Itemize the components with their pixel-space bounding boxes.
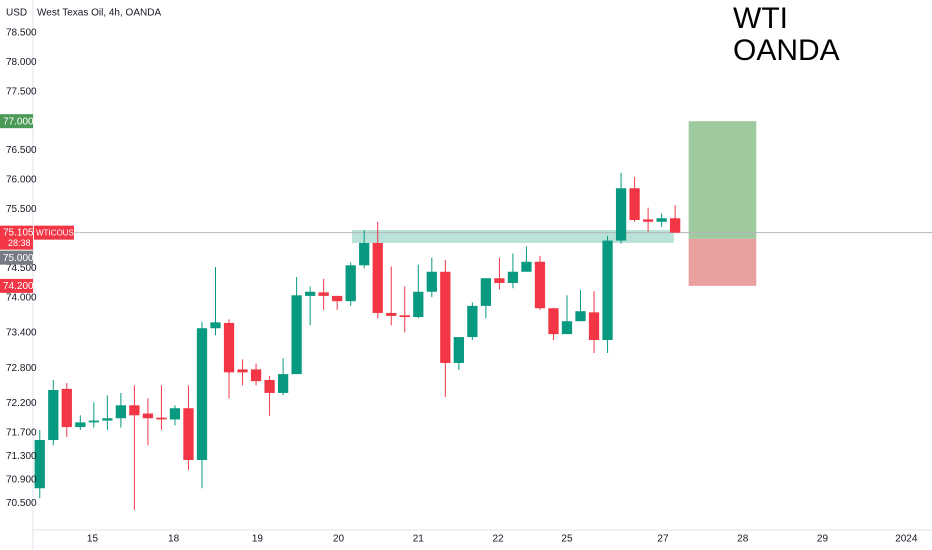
candle-body [642,219,654,222]
x-tick-label: 27 [657,534,669,545]
price-label-box [0,250,33,265]
candle-body [413,291,424,318]
candle-body [345,265,356,302]
price-label-box [0,278,33,293]
price-label-box [0,225,33,250]
chart-title: West Texas Oil, 4h, OANDA [37,8,161,19]
profit-zone [688,121,757,239]
symbol-label: WTICOUSD [36,228,80,237]
candle-body [223,322,235,373]
x-tick-label: 21 [413,534,425,545]
x-tick-label: 22 [492,534,504,545]
candle-body [88,420,99,423]
candle-body [575,311,586,322]
candle-body [629,188,640,220]
x-tick-label: 20 [333,534,345,545]
candle-body [318,292,329,296]
y-tick-label: 76.000 [6,175,37,186]
current-price-label: 75.105 [3,227,34,238]
x-tick-label: 19 [252,534,264,545]
candle-body [534,261,546,309]
y-tick-label: 70.500 [6,498,37,509]
y-tick-label: 77.500 [6,86,37,97]
x-tick-label: 25 [561,534,573,545]
zone [352,230,674,243]
candle-body [440,271,451,363]
candle-body [548,308,559,335]
y-tick-label: 75.500 [6,204,37,215]
candle-body [291,295,302,375]
candle-body [48,390,59,440]
candle-body [61,388,72,428]
y-tick-label: 78.000 [6,57,37,68]
candle-body [237,369,248,373]
candle-body [507,271,519,283]
x-tick-label: 29 [817,534,829,545]
candle-body [196,328,208,460]
price-label: 77.000 [3,116,34,127]
candle-body [183,408,194,460]
candle-body [210,322,221,329]
symbol-tag [34,225,74,240]
candle-body [561,321,573,335]
y-tick-label: 74.000 [6,292,37,303]
annotation: WTI [733,2,788,35]
candle-body [521,261,532,272]
candle-body [670,218,681,233]
y-tick-label: 73.400 [6,328,37,339]
candle-body [169,408,181,420]
candle-body [615,188,627,241]
candle-body [250,369,262,382]
candle-body [129,405,140,416]
x-tick-label: 15 [87,534,99,545]
y-tick-label: 71.700 [6,428,37,439]
price-label: 74.200 [3,281,34,292]
y-tick-label: 70.900 [6,475,37,486]
x-tick-label: 2024 [895,534,918,545]
y-tick-label: 74.500 [6,263,37,274]
candle-body [142,413,154,419]
candle-body [480,278,492,306]
annotation: OANDA [733,34,840,67]
price-label-box [0,114,33,129]
candle-body [494,278,505,283]
candle-body [399,315,410,318]
x-tick-label: 28 [737,534,749,545]
candle-body [264,380,275,393]
candle-body [426,271,437,292]
y-axis-label: USD [6,8,27,19]
candle-body [34,440,45,489]
loss-zone [688,238,757,286]
price-label: 75.000 [3,253,34,264]
candle-body [156,417,167,420]
y-tick-label: 72.200 [6,398,37,409]
candle-body [372,242,383,313]
candle-body [453,337,464,363]
y-tick-label: 71.300 [6,451,37,462]
candle-body [467,305,478,338]
candle-body [115,405,127,419]
y-tick-label: 72.800 [6,363,37,374]
candle-body [332,295,343,302]
y-tick-label: 76.500 [6,145,37,156]
candle-body [602,240,613,340]
x-tick-label: 18 [168,534,180,545]
candle-body [588,312,600,340]
candle-body [75,422,86,428]
plot-area [33,121,932,510]
candle-body [656,218,667,222]
candle-body [277,374,289,393]
candle-body [359,242,370,266]
candle-body [304,291,316,296]
candle-body [102,418,113,421]
y-tick-label: 78.500 [6,28,37,39]
countdown: 28:38 [8,238,31,248]
candle-body [386,312,397,316]
